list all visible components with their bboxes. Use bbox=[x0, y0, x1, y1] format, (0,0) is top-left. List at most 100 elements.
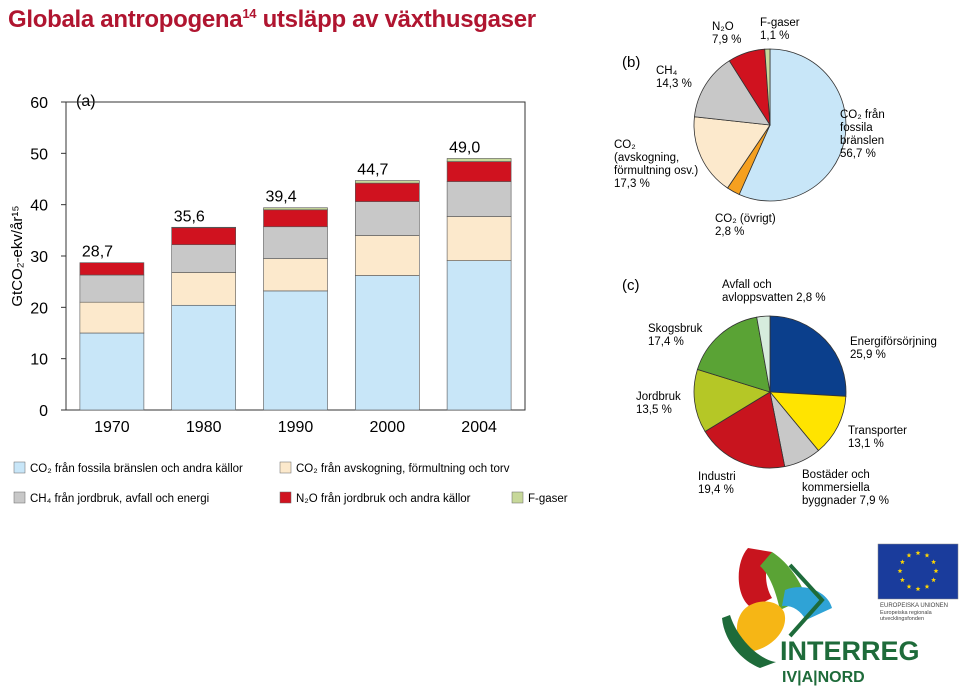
interreg-logo: INTERREG IV|A|NORD bbox=[722, 548, 920, 686]
pie-slice bbox=[694, 60, 771, 126]
pie-slice bbox=[704, 391, 786, 469]
pie-slice-label: CO₂ från fossila bränslen 56,7 % bbox=[840, 109, 885, 160]
bar-chart-legend: CO₂ från fossila bränslen och andra käll… bbox=[13, 461, 568, 505]
bar-segment bbox=[79, 301, 145, 334]
bar-total-label: 39,4 bbox=[266, 189, 297, 206]
bar-segment bbox=[171, 226, 236, 229]
y-tick-label: 10 bbox=[30, 352, 48, 369]
bar-segment bbox=[79, 262, 145, 276]
x-tick-label: 1990 bbox=[278, 419, 314, 436]
legend-swatch bbox=[511, 491, 524, 504]
x-tick-label: 1980 bbox=[186, 419, 222, 436]
eu-star-icon bbox=[915, 550, 921, 556]
pie-slice bbox=[693, 116, 771, 189]
legend-entry: CH₄ från jordbruk, avfall och energi bbox=[30, 493, 209, 505]
bar-segment bbox=[263, 226, 328, 259]
legend-swatch bbox=[279, 491, 292, 504]
interreg-wordmark: INTERREG bbox=[780, 636, 920, 666]
bar-segment bbox=[354, 275, 420, 411]
panel-label-c: (c) bbox=[622, 277, 640, 294]
bar-segment bbox=[263, 209, 328, 228]
eu-star-icon bbox=[915, 586, 921, 592]
bar-segment bbox=[446, 260, 512, 411]
eu-star-icon bbox=[931, 559, 937, 565]
panel-label-b: (b) bbox=[622, 54, 640, 71]
pie-slice-label: Jordbruk 13,5 % bbox=[636, 391, 681, 416]
bar-segment bbox=[446, 158, 512, 162]
pie-slice bbox=[693, 368, 771, 433]
y-tick-label: 40 bbox=[30, 198, 48, 215]
eu-star-icon bbox=[899, 577, 905, 583]
bar-segment bbox=[446, 181, 512, 217]
legend-entry: N₂O från jordbruk och andra källor bbox=[296, 493, 471, 505]
bar-segment bbox=[446, 216, 512, 261]
pie-slice bbox=[769, 391, 847, 452]
bar-segment bbox=[171, 272, 236, 306]
page-title: Globala antropogena14 utsläpp av växthus… bbox=[8, 6, 536, 33]
y-tick-label: 50 bbox=[30, 146, 48, 163]
legend-entry: CO₂ från avskogning, förmultning och tor… bbox=[296, 463, 510, 475]
bar-segment bbox=[263, 290, 328, 411]
bar-segment bbox=[354, 180, 420, 184]
y-tick-label: 20 bbox=[30, 300, 48, 317]
pie-slice-label: CO₂ (avskogning, förmultning osv.) 17,3 % bbox=[614, 139, 698, 190]
legend-swatch bbox=[13, 491, 26, 504]
x-tick-label: 2000 bbox=[370, 419, 406, 436]
bar-total-label: 35,6 bbox=[174, 208, 205, 225]
bar-segment bbox=[171, 304, 236, 411]
bar-segment bbox=[354, 182, 420, 202]
pie-slice-label: Avfall och avloppsvatten 2,8 % bbox=[722, 279, 826, 304]
interreg-subtitle: IV|A|NORD bbox=[782, 669, 865, 686]
pie-slice-label: Transporter 13,1 % bbox=[848, 425, 907, 450]
eu-flag-logo: EUROPEISKA UNIONEN Europeiska regionala … bbox=[877, 543, 959, 622]
y-tick-label: 30 bbox=[30, 249, 48, 266]
pie-slice bbox=[764, 48, 771, 126]
bar-segment bbox=[263, 258, 328, 292]
pie-slice-label: N₂O 7,9 % bbox=[712, 21, 741, 46]
pie-slice-label: CO₂ (övrigt) 2,8 % bbox=[715, 213, 776, 238]
eu-star-icon bbox=[897, 568, 903, 574]
pie-chart-panel-b: (b) CO₂ från fossila bränslen 56,7 % CO₂ (öv… bbox=[614, 17, 885, 238]
pie-slice bbox=[769, 315, 847, 397]
bar-segment bbox=[79, 332, 145, 411]
pie-slice-label: Skogsbruk 17,4 % bbox=[648, 323, 703, 348]
pie-slice-label: Bostäder och kommersiella byggnader 7,9 % bbox=[802, 469, 889, 507]
x-tick-label: 1970 bbox=[94, 419, 130, 436]
eu-caption-1: EUROPEISKA UNIONEN bbox=[880, 603, 948, 609]
pie-slice-label: CH₄ 14,3 % bbox=[656, 65, 692, 90]
bar-plot-area: 28,7 1970 35,6 1980 39,4 1990 44,7 2000 49,0 2004 bbox=[79, 139, 512, 436]
eu-star-icon bbox=[906, 552, 912, 558]
eu-star-icon bbox=[931, 577, 937, 583]
bar-segment bbox=[354, 235, 420, 276]
bar-segment bbox=[171, 227, 236, 246]
bar-segment bbox=[354, 201, 420, 236]
eu-caption-3: utvecklingsfonden bbox=[880, 616, 924, 622]
eu-star-icon bbox=[899, 559, 905, 565]
legend-entry: F-gaser bbox=[528, 493, 568, 505]
legend-swatch bbox=[13, 461, 26, 474]
eu-star-icon bbox=[924, 552, 930, 558]
y-axis-label: GtCO₂-ekv/år¹⁵ bbox=[9, 205, 26, 306]
eu-star-icon bbox=[906, 583, 912, 589]
pie-slice-label: Industri 19,4 % bbox=[698, 471, 736, 496]
bar-total-label: 49,0 bbox=[449, 139, 480, 156]
bar-total-label: 44,7 bbox=[357, 162, 388, 179]
bar-segment bbox=[171, 244, 236, 273]
eu-caption-2: Europeiska regionala bbox=[880, 610, 933, 616]
pie-slice bbox=[696, 316, 771, 393]
y-tick-label: 60 bbox=[30, 95, 48, 112]
pie-chart-panel-c: (c) Energiförsörjning 25,9 % Transporter 13… bbox=[622, 277, 937, 507]
legend-entry: CO₂ från fossila bränslen och andra käll… bbox=[30, 463, 243, 475]
bar-total-label: 28,7 bbox=[82, 244, 113, 261]
legend-swatch bbox=[279, 461, 292, 474]
eu-star-icon bbox=[933, 568, 939, 574]
pie-slice-label: F-gaser 1,1 % bbox=[760, 17, 800, 42]
pie-slice bbox=[756, 315, 771, 393]
y-axis: 0 10 20 30 40 50 60 bbox=[30, 95, 526, 420]
pie-slice bbox=[738, 48, 847, 202]
bar-segment bbox=[79, 274, 145, 303]
x-tick-label: 2004 bbox=[461, 419, 497, 436]
bar-segment bbox=[263, 207, 328, 211]
